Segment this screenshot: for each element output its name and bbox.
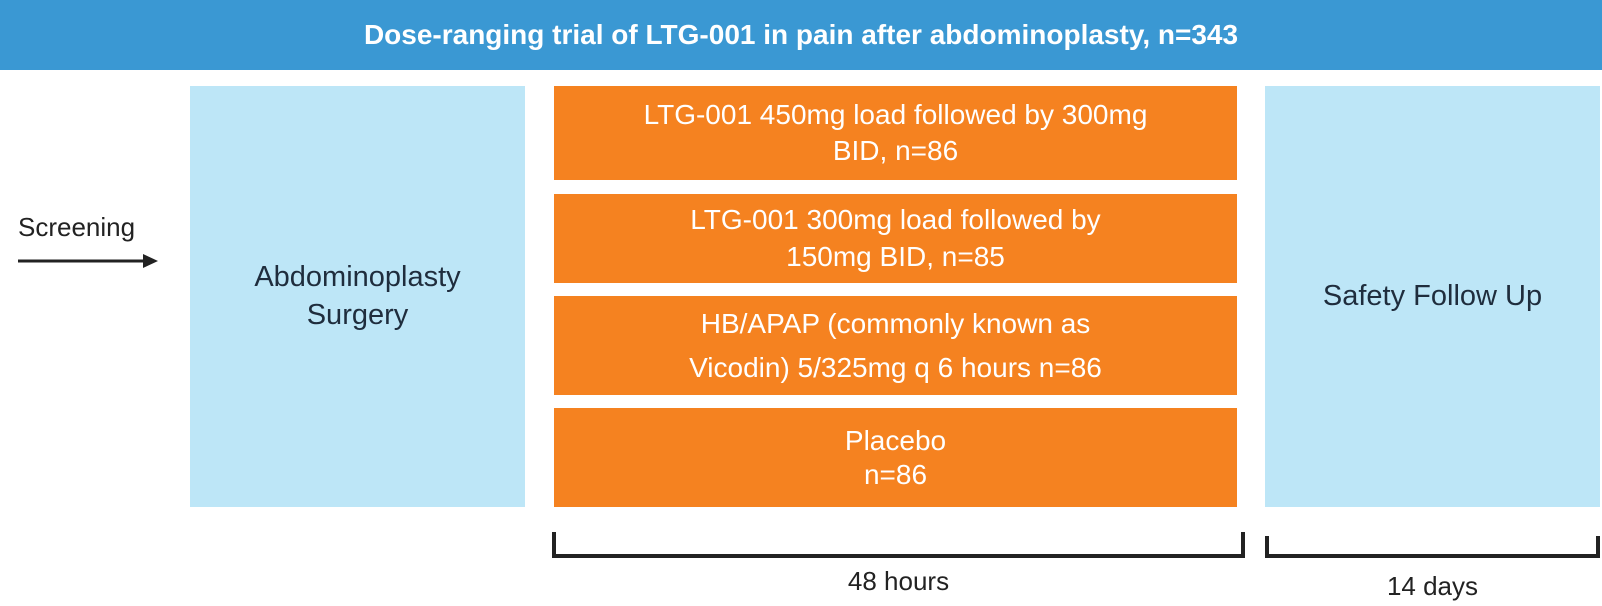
arm-line: 150mg BID, n=85: [786, 240, 1005, 272]
arm-line: HB/APAP (commonly known as: [700, 308, 1091, 340]
arm-box: LTG-001 450mg load followed by 300mg BID…: [554, 86, 1237, 180]
follow-up-label: Safety Follow Up: [1322, 279, 1543, 312]
arm-line: LTG-001 450mg load followed by 300mg: [643, 98, 1148, 130]
surgery-box: Abdominoplasty Surgery: [190, 86, 525, 507]
arm-line: LTG-001 300mg load followed by: [690, 204, 1101, 236]
arm-box: HB/APAP (commonly known as Vicodin) 5/32…: [554, 296, 1237, 395]
bracket: [552, 532, 1245, 558]
arrow-head: [143, 254, 158, 268]
surgery-line: Surgery: [306, 298, 409, 331]
arm-line: n=86: [863, 458, 928, 490]
arm-box: Placebo n=86: [554, 408, 1237, 507]
arm-box: LTG-001 300mg load followed by 150mg BID…: [554, 194, 1237, 283]
arm-line: BID, n=86: [832, 135, 959, 166]
arm-line: Vicodin) 5/325mg q 6 hours n=86: [689, 351, 1102, 383]
title: Dose-ranging trial of LTG-001 in pain af…: [363, 19, 1239, 50]
screening-label: Screening: [18, 212, 136, 242]
arm-line: Placebo: [844, 424, 947, 456]
follow-up-box: Safety Follow Up: [1265, 86, 1600, 507]
duration-label: 14 days: [1386, 571, 1479, 601]
surgery-line: Abdominoplasty: [254, 260, 461, 293]
title-bar: Dose-ranging trial of LTG-001 in pain af…: [0, 0, 1602, 70]
bracket: [1265, 536, 1600, 558]
duration-label: 48 hours: [847, 566, 950, 596]
